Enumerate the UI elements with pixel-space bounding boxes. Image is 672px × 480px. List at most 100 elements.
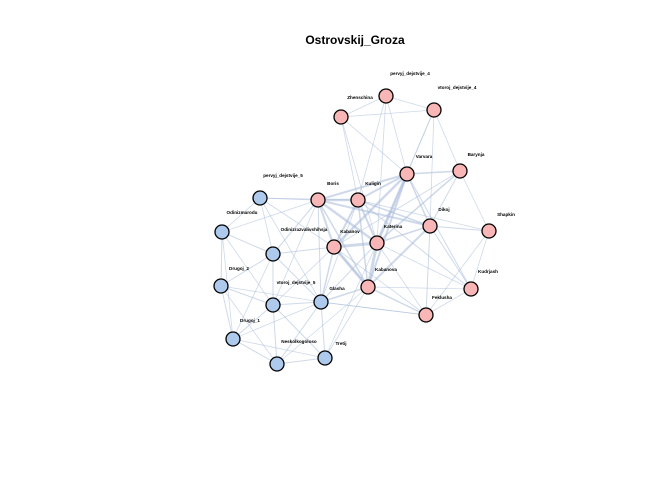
edge-vtoroj_dejstvije_4-Dikoj bbox=[429, 109, 435, 227]
node-label-Barynja: Barynja bbox=[468, 152, 485, 157]
edge-vtoroj_dejstvije_4-Barynja bbox=[433, 109, 461, 172]
edge-Drugoj_1-Glasha bbox=[232, 301, 322, 340]
node-label-Odinizrazvalivshihsja: Odinizrazvalivshihsja bbox=[281, 227, 328, 232]
edge-Glasha-Kabanov bbox=[320, 246, 335, 303]
edge-Kudrjash-Kabanova bbox=[367, 286, 472, 290]
edge-Dikoj-Kabanova bbox=[367, 225, 431, 288]
edge-Odinizmarodu-Odinizrazvalivshihsja bbox=[221, 231, 274, 255]
node-label-Kuligin: Kuligin bbox=[365, 181, 381, 186]
edge-Odinizrazvalivshihsja-Glasha bbox=[272, 253, 322, 303]
edge-Dikoj-Kudrjash bbox=[429, 225, 472, 290]
edge-pervyj_dejstvije_5-Glasha bbox=[259, 197, 322, 303]
edge-pervyj_dejstvije_5-Kabanov bbox=[259, 197, 335, 248]
edge-Neskolkogoloso-Glasha bbox=[276, 301, 322, 365]
node-Shapkin bbox=[481, 223, 497, 239]
edge-Kudrjash-Katerina bbox=[376, 242, 472, 290]
node-label-Dikoj: Dikoj bbox=[438, 207, 449, 212]
edge-Odinizrazvalivshihsja-Drugoj_2 bbox=[220, 253, 274, 287]
edge-Zhenschina-Katerina bbox=[340, 116, 378, 244]
edge-Varvara-Barynja bbox=[406, 170, 461, 175]
edge-Zhenschina-pervyj_dejstvije_4 bbox=[340, 95, 387, 118]
node-Dikoj bbox=[422, 218, 438, 234]
node-label-pervyj_dejstvije_5: pervyj_dejstvije_5 bbox=[263, 173, 303, 178]
edge-Kudrjash-Shapkin bbox=[470, 230, 490, 290]
edge-vtoroj_dejstvije_5-Kabanov bbox=[272, 246, 335, 306]
edge-Odinizrazvalivshihsja-Kabanov bbox=[272, 246, 335, 255]
edge-vtoroj_dejstvije_5-Neskolkogoloso bbox=[272, 304, 278, 365]
edge-Barynja-Dikoj bbox=[429, 170, 461, 227]
edge-Drugoj_2-Glasha bbox=[220, 285, 322, 303]
edge-Barynja-Kabanov bbox=[333, 170, 461, 248]
node-Neskolkogoloso bbox=[269, 356, 285, 372]
edge-Tretij-Katerina bbox=[324, 242, 378, 359]
edge-Tretij-Glasha bbox=[320, 301, 326, 359]
node-pervyj_dejstvije_5 bbox=[252, 190, 268, 206]
edge-pervyj_dejstvije_4-Varvara bbox=[385, 95, 408, 175]
edge-Glasha-Feklusha bbox=[320, 301, 427, 316]
edge-Katerina-Barynja bbox=[376, 170, 461, 244]
edge-vtoroj_dejstvije_5-Boris bbox=[272, 199, 319, 306]
node-Drugoj_2 bbox=[213, 278, 229, 294]
node-Katerina bbox=[369, 235, 385, 251]
node-label-Drugoj_1: Drugoj_1 bbox=[240, 318, 260, 323]
edge-Glasha-Katerina bbox=[320, 242, 378, 303]
graph-title: Ostrovskij_Groza bbox=[305, 33, 405, 47]
node-Kabanov bbox=[326, 239, 342, 255]
node-Feklusha bbox=[418, 307, 434, 323]
node-label-Shapkin: Shapkin bbox=[497, 212, 515, 217]
edge-Glasha-Boris bbox=[317, 199, 322, 303]
node-Odinizmarodu bbox=[214, 224, 230, 240]
edge-Tretij-Kabanova bbox=[324, 286, 369, 359]
node-label-Kabanov: Kabanov bbox=[340, 229, 360, 234]
node-vtoroj_dejstvije_4 bbox=[426, 102, 442, 118]
edge-vtoroj_dejstvije_5-Glasha bbox=[272, 301, 322, 306]
edge-Odinizrazvalivshihsja-Drugoj_1 bbox=[232, 253, 274, 340]
label-layer: pervyj_dejstvije_4 vtoroj_dejstvije_4 Zhen… bbox=[227, 71, 516, 346]
edge-Odinizmarodu-Drugoj_2 bbox=[220, 231, 223, 287]
edge-vtoroj_dejstvije_5-Tretij bbox=[272, 304, 326, 359]
node-label-Odinizmarodu: Odinizmarodu bbox=[227, 210, 258, 215]
node-label-Drugoj_2: Drugoj_2 bbox=[229, 266, 249, 271]
node-label-vtoroj_dejstvije_5: vtoroj_dejstvije_5 bbox=[277, 280, 316, 285]
edge-Zhenschina-vtoroj_dejstvije_4 bbox=[340, 109, 435, 118]
edge-vtoroj_dejstvije_5-Drugoj_1 bbox=[232, 304, 274, 340]
edge-pervyj_dejstvije_5-Odinizmarodu bbox=[221, 197, 261, 233]
edge-Drugoj_1-Tretij bbox=[232, 338, 326, 359]
edge-Kuligin-Katerina bbox=[357, 199, 378, 244]
edge-Boris-Varvara bbox=[317, 173, 408, 201]
node-label-Zhenschina: Zhenschina bbox=[347, 95, 373, 100]
node-vtoroj_dejstvije_5 bbox=[265, 297, 281, 313]
node-layer bbox=[213, 88, 497, 372]
edge-Drugoj_2-vtoroj_dejstvije_5 bbox=[220, 285, 274, 306]
edge-Dikoj-Kuligin bbox=[357, 199, 431, 227]
node-Odinizrazvalivshihsja bbox=[265, 246, 281, 262]
edge-Drugoj_2-Drugoj_1 bbox=[220, 285, 234, 340]
node-Tretij bbox=[317, 350, 333, 366]
edge-Feklusha-Katerina bbox=[376, 242, 427, 316]
node-label-Feklusha: Feklusha bbox=[432, 295, 452, 300]
edge-Glasha-Kabanova bbox=[320, 286, 369, 303]
edge-Varvara-Dikoj bbox=[406, 173, 431, 227]
edge-pervyj_dejstvije_4-Katerina bbox=[376, 95, 387, 244]
edge-Drugoj_1-Neskolkogoloso bbox=[232, 338, 278, 365]
edge-Kabanov-Varvara bbox=[333, 173, 408, 248]
node-Varvara bbox=[399, 166, 415, 182]
edge-Neskolkogoloso-Tretij bbox=[276, 357, 326, 365]
node-label-Neskolkogoloso: Neskolkogoloso bbox=[281, 339, 317, 344]
edge-Feklusha-Kudrjash bbox=[425, 288, 472, 316]
edge-Zhenschina-Kuligin bbox=[340, 116, 359, 201]
node-label-Glasha: Glasha bbox=[329, 286, 345, 291]
edge-Kuligin-Kudrjash bbox=[357, 199, 472, 290]
edge-Boris-Kabanova bbox=[317, 199, 369, 288]
edge-Kuligin-Kabanova bbox=[357, 199, 369, 288]
edge-Dikoj-Katerina bbox=[376, 225, 431, 244]
node-label-Varvara: Varvara bbox=[416, 154, 433, 159]
edge-pervyj_dejstvije_4-vtoroj_dejstvije_4 bbox=[385, 95, 435, 111]
edge-Zhenschina-Varvara bbox=[340, 116, 408, 175]
node-Kuligin bbox=[350, 192, 366, 208]
edge-Dikoj-Shapkin bbox=[429, 225, 490, 232]
node-label-Kabanova: Kabanova bbox=[375, 267, 397, 272]
node-Glasha bbox=[313, 294, 329, 310]
node-Kabanova bbox=[360, 279, 376, 295]
